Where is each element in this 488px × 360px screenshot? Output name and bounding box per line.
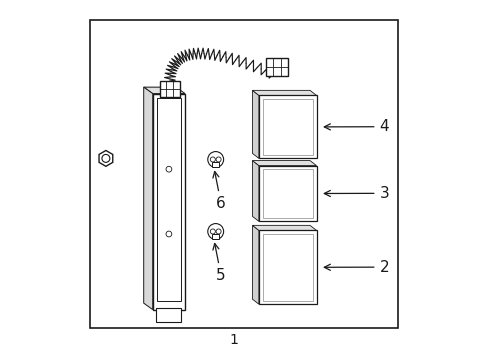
Circle shape [210,157,215,162]
Text: 3: 3 [324,186,388,201]
Bar [265,58,287,76]
Bar [258,166,316,221]
Polygon shape [99,150,113,166]
Bar [160,81,179,97]
Bar [152,94,185,310]
Circle shape [207,224,223,239]
Bar [212,162,219,167]
Polygon shape [252,90,316,95]
Bar [156,308,181,322]
Polygon shape [143,87,185,94]
Circle shape [210,229,215,234]
Bar [143,87,176,303]
Polygon shape [143,87,152,310]
Text: 6: 6 [212,171,225,211]
Bar [258,95,316,158]
Circle shape [216,229,221,234]
Text: 5: 5 [212,243,225,283]
Bar [258,230,316,304]
Polygon shape [252,225,258,304]
Circle shape [102,154,110,162]
Circle shape [166,231,171,237]
Bar [262,99,312,155]
Bar [89,20,397,328]
Bar [212,234,219,239]
Circle shape [207,152,223,167]
Text: 2: 2 [324,260,388,275]
Bar [262,169,312,218]
Polygon shape [252,90,258,158]
Polygon shape [252,225,316,230]
Polygon shape [252,161,258,221]
Bar [262,234,312,301]
Circle shape [166,166,171,172]
Text: 1: 1 [229,333,238,347]
Circle shape [216,157,221,162]
Text: 4: 4 [324,119,388,134]
Bar [157,98,181,301]
Polygon shape [252,161,316,166]
